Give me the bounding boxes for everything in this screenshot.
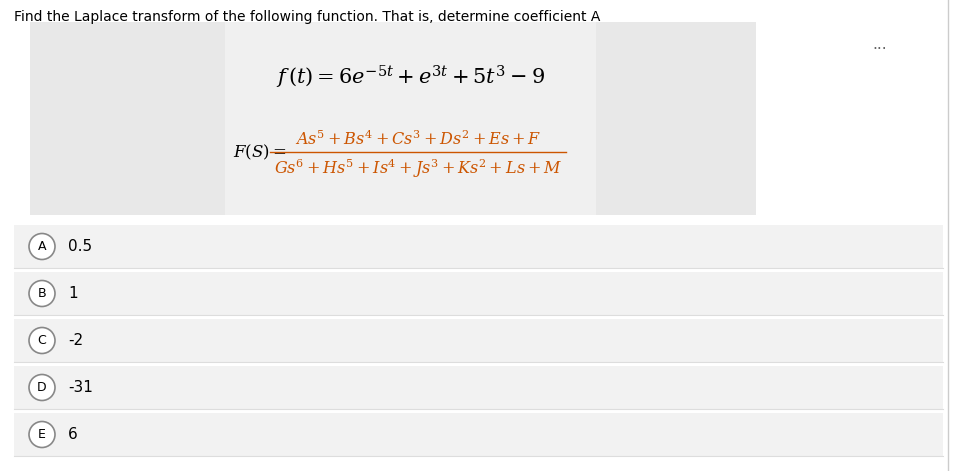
Text: 1: 1 <box>68 286 78 301</box>
Circle shape <box>29 234 55 260</box>
FancyBboxPatch shape <box>14 413 943 456</box>
Text: B: B <box>37 287 46 300</box>
Text: 0.5: 0.5 <box>68 239 92 254</box>
FancyBboxPatch shape <box>14 272 943 315</box>
FancyBboxPatch shape <box>14 225 943 268</box>
Text: D: D <box>37 381 47 394</box>
Circle shape <box>29 422 55 447</box>
Circle shape <box>29 374 55 400</box>
FancyBboxPatch shape <box>30 22 756 215</box>
Text: $F(S)=$: $F(S)=$ <box>233 142 286 162</box>
Text: A: A <box>37 240 46 253</box>
Text: -2: -2 <box>68 333 83 348</box>
FancyBboxPatch shape <box>14 319 943 362</box>
FancyBboxPatch shape <box>14 366 943 409</box>
Text: -31: -31 <box>68 380 93 395</box>
Text: $Gs^6 + Hs^5 + Is^4 + Js^3 + Ks^2 + Ls + M$: $Gs^6 + Hs^5 + Is^4 + Js^3 + Ks^2 + Ls +… <box>274 156 562 180</box>
FancyBboxPatch shape <box>30 22 225 215</box>
Text: ···: ··· <box>873 42 887 57</box>
Text: E: E <box>38 428 46 441</box>
Text: C: C <box>37 334 46 347</box>
Circle shape <box>29 281 55 307</box>
FancyBboxPatch shape <box>596 22 756 215</box>
Text: Find the Laplace transform of the following function. That is, determine coeffic: Find the Laplace transform of the follow… <box>14 10 601 24</box>
Text: 6: 6 <box>68 427 78 442</box>
Circle shape <box>29 327 55 354</box>
Text: $f\,(t) = 6e^{-5t} + e^{3t} + 5t^3 - 9$: $f\,(t) = 6e^{-5t} + e^{3t} + 5t^3 - 9$ <box>276 64 545 91</box>
Text: $As^5 + Bs^4 + Cs^3 + Ds^2 + Es + F$: $As^5 + Bs^4 + Cs^3 + Ds^2 + Es + F$ <box>295 128 541 148</box>
